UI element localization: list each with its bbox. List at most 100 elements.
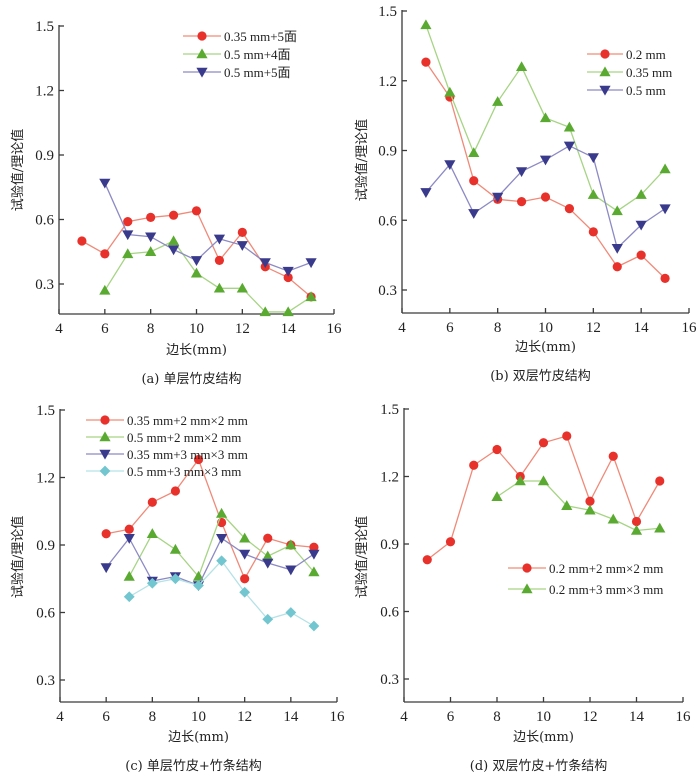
axes: 0.3 0.6 0.9 1.2 1.5 4 6 8 10 12 14 16 xyxy=(35,19,342,337)
series-2 xyxy=(99,178,317,277)
y-tick-label: 0.6 xyxy=(380,605,399,621)
legend-item: 0.35 mm+3 mm×3 mm xyxy=(86,447,248,462)
series-line xyxy=(104,182,312,272)
data-point xyxy=(539,112,552,123)
data-point xyxy=(216,555,227,567)
legend-label: 0.2 mm+3 mm×3 mm xyxy=(549,582,663,597)
legend-item: 0.35 mm+5面 xyxy=(183,29,297,44)
y-axis-title: 试验值/理论值 xyxy=(10,129,26,211)
data-point xyxy=(214,255,225,265)
y-tick-label: 0.6 xyxy=(36,606,55,622)
data-point xyxy=(283,272,293,283)
chart-panel-d: 0.3 0.6 0.9 1.2 1.5 4 6 8 10 12 14 16 边长(mm) 试验值/理论值 (… xyxy=(354,402,691,774)
legend-label: 0.35 mm+3 mm×3 mm xyxy=(127,447,248,462)
data-point xyxy=(167,235,180,246)
x-tick-label: 16 xyxy=(330,709,346,725)
legend-marker-icon xyxy=(99,431,111,442)
data-point xyxy=(308,549,320,560)
data-point xyxy=(305,291,317,302)
data-point xyxy=(259,306,271,317)
x-tick-label: 10 xyxy=(536,709,551,725)
legend-label: 0.35 mm+5面 xyxy=(224,29,297,44)
legend-label: 0.5 mm+5面 xyxy=(224,65,291,80)
data-point xyxy=(145,232,157,243)
legend-item: 0.5 mm xyxy=(587,83,666,98)
y-tick-label: 0.9 xyxy=(378,144,397,160)
data-point xyxy=(282,266,294,277)
x-tick-label: 8 xyxy=(493,709,501,725)
series-line xyxy=(81,210,312,298)
data-point xyxy=(492,444,502,455)
data-point xyxy=(515,167,528,178)
legend-marker-icon xyxy=(197,31,207,41)
data-point xyxy=(516,197,527,207)
x-tick-label: 12 xyxy=(586,320,601,336)
data-point xyxy=(240,574,250,584)
x-tick-label: 10 xyxy=(191,709,206,725)
legend-marker-icon xyxy=(196,67,208,78)
data-point xyxy=(239,532,251,543)
x-tick-label: 6 xyxy=(446,320,454,336)
series-1 xyxy=(491,475,666,535)
data-point xyxy=(213,282,226,293)
series-1 xyxy=(99,235,317,317)
legend-item: 0.5 mm+3 mm×3 mm xyxy=(86,464,241,479)
legend: 0.2 mm 0.35 mm 0.5 mm xyxy=(587,47,672,98)
series-0 xyxy=(77,206,316,302)
x-axis-title: 边长(mm) xyxy=(166,343,227,358)
data-point xyxy=(540,192,551,202)
x-tick-label: 4 xyxy=(55,321,63,337)
chart-panel-a: 0.3 0.6 0.9 1.2 1.5 4 6 8 10 12 14 16 边长(mm) 试验值/理论值 (… xyxy=(10,19,342,387)
data-point xyxy=(146,212,156,222)
data-point xyxy=(146,528,158,538)
x-tick-label: 16 xyxy=(327,321,343,337)
data-point xyxy=(468,147,480,158)
data-point xyxy=(655,476,665,486)
data-point xyxy=(239,586,251,598)
x-tick-label: 8 xyxy=(147,321,155,337)
y-tick-label: 0.3 xyxy=(378,283,397,299)
legend-item: 0.2 mm xyxy=(587,47,666,62)
data-point xyxy=(190,267,203,278)
legend-item: 0.35 mm+2 mm×2 mm xyxy=(86,413,248,428)
data-point xyxy=(491,491,503,501)
data-point xyxy=(538,438,549,448)
panel-caption: (d) 双层竹皮+竹条结构 xyxy=(470,758,608,774)
legend-item: 0.5 mm+4面 xyxy=(183,47,291,62)
axes: 0.3 0.6 0.9 1.2 1.5 4 6 8 10 12 14 16 xyxy=(380,402,691,725)
data-point xyxy=(635,220,647,231)
data-point xyxy=(420,188,432,198)
data-point xyxy=(239,549,251,560)
series-line xyxy=(105,537,315,587)
y-axis-title: 试验值/理论值 xyxy=(10,516,26,598)
x-axis-title: 边长(mm) xyxy=(515,340,576,355)
data-point xyxy=(563,141,576,152)
x-tick-label: 12 xyxy=(235,321,250,337)
y-tick-label: 1.2 xyxy=(378,74,397,90)
y-tick-label: 0.6 xyxy=(35,213,54,229)
data-point xyxy=(285,539,297,550)
legend-item: 0.2 mm+2 mm×2 mm xyxy=(508,561,663,576)
series-2 xyxy=(100,534,320,592)
x-tick-label: 10 xyxy=(189,321,204,337)
data-point xyxy=(421,57,431,67)
y-tick-label: 1.5 xyxy=(378,4,397,20)
x-tick-label: 4 xyxy=(400,709,408,725)
data-point xyxy=(612,262,622,272)
data-point xyxy=(308,566,320,577)
x-tick-label: 6 xyxy=(447,709,455,725)
data-point xyxy=(584,504,596,515)
series-3 xyxy=(123,555,320,632)
legend-marker-icon xyxy=(99,449,111,460)
x-tick-label: 14 xyxy=(629,709,645,725)
data-point xyxy=(285,607,297,618)
data-point xyxy=(537,475,550,486)
data-point xyxy=(282,306,294,317)
legend-label: 0.5 mm+2 mm×2 mm xyxy=(127,430,241,445)
x-tick-label: 4 xyxy=(56,709,64,725)
data-point xyxy=(539,155,552,166)
chart-panel-c: 0.3 0.6 0.9 1.2 1.5 4 6 8 10 12 14 16 边长(mm) 试验值/理论值 (… xyxy=(10,403,345,774)
legend-marker-icon xyxy=(99,465,111,477)
data-point xyxy=(611,243,623,254)
